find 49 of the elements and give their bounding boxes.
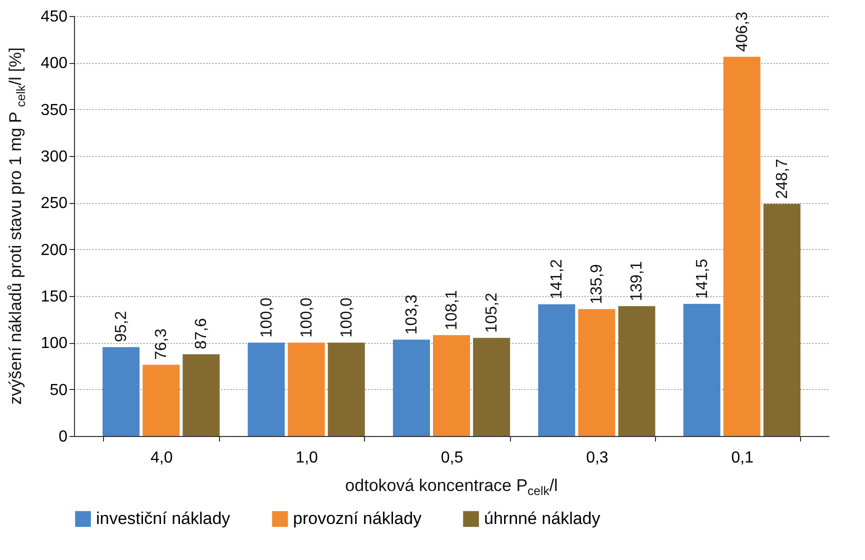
bar: [763, 204, 800, 436]
bar: [182, 354, 220, 436]
data-label: 87,6: [193, 318, 210, 350]
bar: [392, 340, 430, 436]
data-label: 141,5: [694, 258, 711, 299]
y-tick-label: 300: [40, 148, 68, 166]
data-label: 95,2: [113, 310, 130, 342]
y-tick-label: 350: [40, 102, 68, 119]
data-label: 406,3: [734, 12, 751, 52]
y-tick-label: 250: [40, 195, 68, 212]
y-axis-title: zvýšení nákladů proti stavu pro 1 mg Pcelk/l [%]: [6, 47, 28, 405]
bar: [578, 309, 616, 436]
x-tick-label: 0,5: [440, 450, 464, 466]
bar: [683, 304, 720, 436]
data-label: 100,0: [258, 298, 276, 338]
x-tick-label: 0,1: [731, 450, 754, 466]
bar: [328, 342, 365, 436]
data-label: 248,7: [774, 158, 791, 199]
legend-label: úhrnné náklady: [484, 509, 601, 528]
bar: [618, 306, 656, 436]
y-tick-label: 100: [40, 335, 68, 352]
bar: [723, 56, 760, 436]
legend-label: investiční náklady: [96, 509, 231, 528]
bar: [433, 335, 470, 436]
data-label: 100,0: [298, 298, 316, 338]
data-label: 139,1: [628, 261, 646, 302]
x-tick-label: 0,3: [586, 450, 608, 466]
data-label: 105,2: [484, 292, 501, 333]
data-label: 76,3: [153, 328, 170, 360]
data-label: 103,3: [403, 294, 420, 335]
legend-label: provozní náklady: [293, 509, 422, 528]
y-tick-label: 0: [58, 428, 68, 446]
y-tick-label: 450: [40, 8, 68, 26]
x-tick-label: 1,0: [296, 450, 318, 466]
bar: [538, 304, 576, 436]
y-tick-label: 150: [40, 288, 68, 306]
bar: [288, 342, 325, 436]
bar: [473, 338, 510, 436]
data-label: 141,2: [548, 259, 566, 300]
y-tick-label: 400: [40, 55, 68, 72]
data-label: 135,9: [588, 264, 606, 304]
data-label: 108,1: [444, 290, 460, 330]
bar: [102, 347, 140, 436]
y-tick-label: 50: [50, 382, 68, 399]
data-label: 100,0: [338, 298, 356, 338]
y-tick-label: 200: [40, 242, 68, 259]
bar: [142, 364, 180, 436]
bar: [248, 342, 285, 436]
x-tick-label: 4,0: [150, 450, 173, 466]
